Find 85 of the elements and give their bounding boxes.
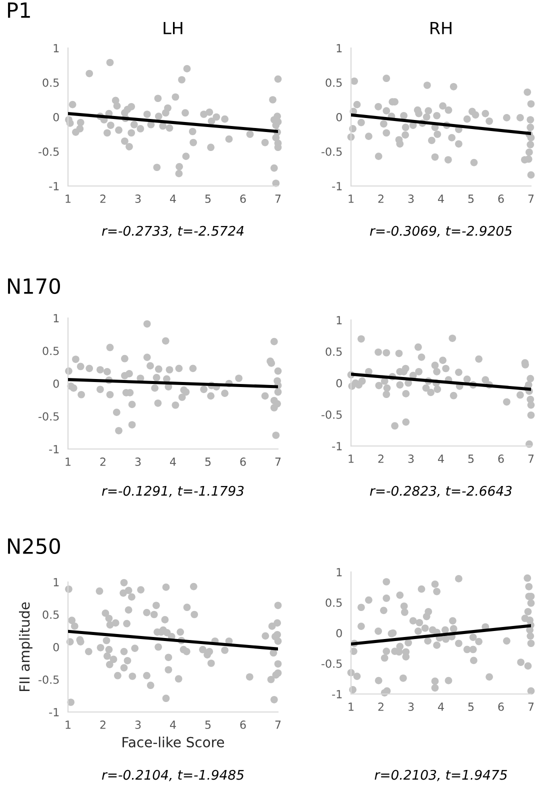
x-tick-label: 5 — [468, 454, 474, 463]
x-tick-label: 2 — [378, 702, 384, 711]
x-axis-title: Face-like Score — [122, 736, 224, 748]
y-tick-label: -0.5 — [322, 410, 342, 419]
text: r=-0.2104, t=-1.9485 — [102, 770, 244, 782]
y-tick-label: -1 — [49, 182, 59, 190]
y-tick-label: 0 — [53, 112, 59, 122]
x-tick-label: 3 — [135, 458, 141, 466]
x-tick-label: 5 — [205, 458, 211, 466]
x-tick-label: 2 — [378, 454, 384, 463]
x-tick-label: 3 — [408, 702, 414, 711]
text: P1 — [8, 2, 30, 18]
text: r=-0.1291, t=-1.1793 — [102, 486, 244, 498]
x-tick-label: 5 — [468, 702, 474, 711]
y-tick-label: -0.5 — [38, 147, 59, 156]
x-tick-label: 2 — [100, 194, 106, 203]
x-tick-label: 5 — [205, 720, 211, 729]
y-tick-label: -1 — [49, 708, 59, 716]
text: r=0.2103, t=1.9475 — [374, 770, 507, 782]
y-tick-label: 0 — [336, 112, 342, 122]
x-tick-label: 4 — [438, 702, 444, 711]
x-tick-label: 1 — [66, 458, 71, 466]
y-tick-label: -0.5 — [38, 412, 59, 421]
x-tick-label: 7 — [275, 720, 281, 729]
x-tick-label: 3 — [135, 194, 141, 203]
y-tick-label: 0.5 — [326, 598, 342, 607]
y-tick-label: -1 — [332, 442, 342, 450]
x-tick-label: 6 — [240, 458, 246, 466]
x-tick-label: 4 — [438, 454, 444, 463]
x-tick-label: 2 — [100, 720, 106, 729]
y-tick-label: 0.5 — [42, 78, 59, 87]
text: r=-0.2733, t=-2.5724 — [102, 226, 244, 238]
y-tick-label: -0.5 — [322, 147, 342, 156]
x-tick-label: 3 — [408, 454, 414, 463]
x-tick-label: 3 — [408, 194, 414, 203]
y-tick-label: 1 — [54, 44, 59, 52]
y-tick-label: -1 — [332, 182, 342, 190]
x-tick-label: 1 — [66, 194, 71, 203]
x-tick-label: 7 — [528, 454, 534, 463]
x-tick-label: 6 — [240, 194, 246, 203]
text: r=-0.2823, t=-2.6643 — [370, 486, 512, 498]
x-tick-label: 7 — [528, 194, 534, 203]
x-tick-label: 6 — [498, 702, 504, 711]
x-tick-label: 4 — [170, 194, 176, 203]
x-tick-label: 2 — [378, 194, 384, 203]
chart-title: LH — [164, 22, 182, 34]
x-tick-label: 5 — [468, 194, 474, 203]
y-tick-label: 0.5 — [326, 78, 342, 87]
x-tick-label: 7 — [275, 458, 281, 466]
x-tick-label: 1 — [348, 194, 354, 203]
x-tick-label: 7 — [275, 194, 281, 203]
y-tick-label: 0 — [53, 379, 59, 388]
y-tick-label: -0.5 — [322, 659, 342, 668]
y-tick-label: 0.5 — [42, 610, 59, 619]
x-tick-label: 6 — [240, 720, 246, 729]
x-tick-label: 2 — [100, 458, 106, 466]
x-tick-label: 1 — [348, 702, 354, 711]
text: N250 — [8, 538, 60, 554]
x-tick-label: 6 — [498, 194, 504, 203]
y-tick-label: 1 — [54, 314, 59, 322]
y-tick-label: 0.5 — [326, 347, 342, 356]
y-tick-label: 0 — [53, 642, 59, 652]
chart-title: RH — [430, 22, 452, 34]
y-tick-label: 0.5 — [42, 346, 59, 356]
x-tick-label: 4 — [170, 720, 176, 729]
y-tick-label: 0 — [336, 378, 342, 388]
text: N170 — [8, 278, 60, 294]
y-tick-label: 1 — [54, 578, 59, 586]
x-tick-label: 4 — [170, 458, 176, 466]
x-tick-label: 7 — [528, 702, 534, 711]
y-tick-label: 1 — [336, 44, 342, 52]
y-tick-label: -0.5 — [38, 675, 59, 684]
x-tick-label: 5 — [205, 194, 211, 203]
y-tick-label: -1 — [332, 690, 342, 698]
text: r=-0.3069, t=-2.9205 — [370, 226, 512, 238]
x-tick-label: 1 — [348, 454, 354, 463]
x-tick-label: 3 — [135, 720, 141, 729]
y-tick-label: 0 — [336, 628, 342, 638]
y-tick-label: 1 — [336, 568, 342, 576]
x-tick-label: 1 — [66, 720, 71, 729]
x-tick-label: 4 — [438, 194, 444, 203]
y-axis-title: FII amplitude — [18, 602, 32, 692]
y-tick-label: -1 — [49, 445, 59, 454]
y-tick-label: 1 — [336, 316, 342, 324]
x-tick-label: 6 — [498, 454, 504, 463]
